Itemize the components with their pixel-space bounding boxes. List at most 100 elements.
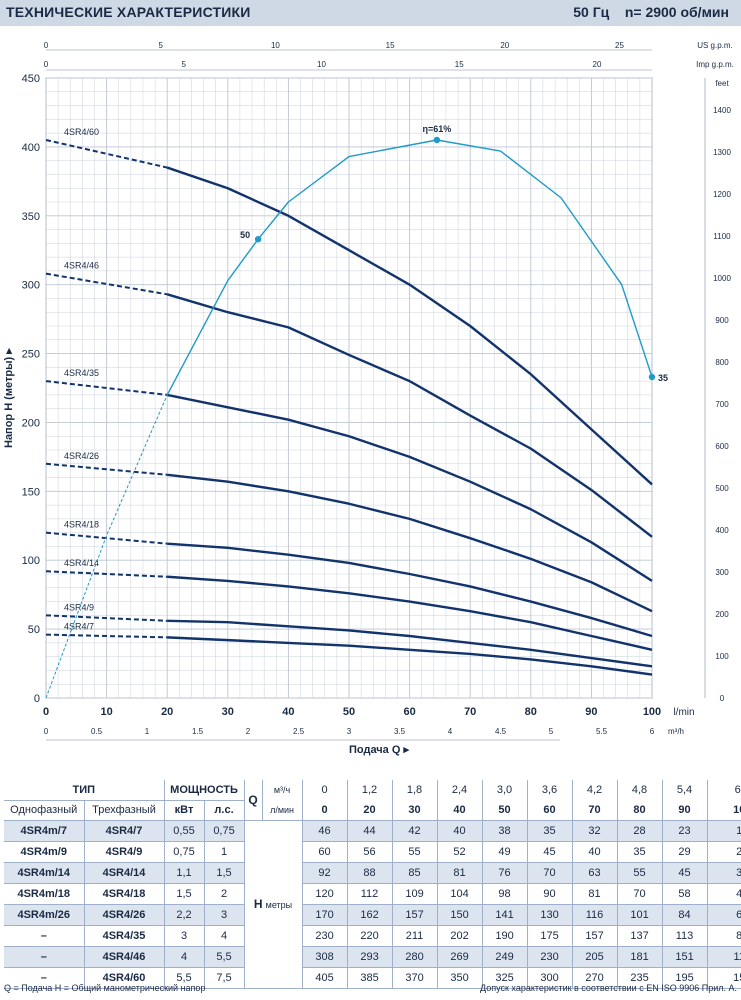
head-value-cell: 151 xyxy=(662,946,708,968)
q-lmin-cell: 40 xyxy=(437,800,483,821)
head-value-cell: 141 xyxy=(482,904,528,926)
three-phase-model: 4SR4/60 xyxy=(84,967,165,989)
power-hp: 7,5 xyxy=(204,967,245,989)
pump-curve xyxy=(166,293,653,538)
feet-tick-label: 200 xyxy=(715,610,729,619)
m3h-tick-label: 1.5 xyxy=(192,727,204,736)
head-value-cell: 81 xyxy=(572,883,618,905)
x-tick-label: 60 xyxy=(403,706,415,718)
pump-curve xyxy=(167,575,653,651)
pump-curve-label: 4SR4/7 xyxy=(64,622,94,632)
head-value-cell: 109 xyxy=(392,883,438,905)
q-lmin-cell: 20 xyxy=(347,800,393,821)
feet-tick-label: 1300 xyxy=(713,148,731,157)
table-row: –4SR4/46 4 5,5 308 293 280 269 249 230 205 181 151 1… xyxy=(4,946,741,968)
q-m3h-cell: 3,0 xyxy=(482,780,528,800)
head-value-cell: 35 xyxy=(527,820,573,842)
us-gpm-tick-label: 25 xyxy=(615,41,624,50)
q-m3h-cell: 4,2 xyxy=(572,780,618,800)
table-row: 4SR4m/7 4SR4/7 0,55 0,75 H метры 46 44 42 40 38 35… xyxy=(4,820,741,989)
pump-curve-dashed xyxy=(45,614,168,622)
footer-tolerance: Допуск характеристик в соответствии с EN… xyxy=(480,983,737,993)
head-value-cell: 235 xyxy=(617,967,663,989)
head-value-cell: 40 xyxy=(437,820,483,842)
y-tick-label: 50 xyxy=(28,624,40,636)
feet-tick-label: 900 xyxy=(715,316,729,325)
pump-curve-label: 4SR4/14 xyxy=(64,558,99,568)
head-value-cell: 45 xyxy=(527,841,573,863)
q-lmin-cell: 50 xyxy=(482,800,528,821)
efficiency-point-label: 50 xyxy=(240,230,250,240)
head-value-cell: 56 xyxy=(347,841,393,863)
y-tick-label: 300 xyxy=(22,280,40,292)
three-phase-model: 4SR4/14 xyxy=(84,862,165,884)
x-tick-label: 70 xyxy=(464,706,476,718)
head-value-cell: 155 xyxy=(707,967,741,989)
power-kw: 1,1 xyxy=(164,862,205,884)
head-value-cell: 113 xyxy=(662,925,708,947)
table-row: –4SR4/60 5,5 7,5 405 385 370 350 325 300 270 235 19… xyxy=(4,967,741,989)
q-lmin-cell: 70 xyxy=(572,800,618,821)
pump-curve-label: 4SR4/60 xyxy=(64,127,99,137)
hp-header: л.с. xyxy=(204,800,245,821)
head-value-cell: 220 xyxy=(347,925,393,947)
pump-curve-dashed xyxy=(45,570,168,578)
head-value-cell: 230 xyxy=(302,925,348,947)
head-value-cell: 162 xyxy=(347,904,393,926)
pump-curve-dashed xyxy=(45,462,168,476)
head-value-cell: 98 xyxy=(482,883,528,905)
pump-curve-dashed xyxy=(45,633,168,639)
feet-tick-label: 0 xyxy=(720,694,725,703)
header-bar: ТЕХНИЧЕСКИЕ ХАРАКТЕРИСТИКИ 50 Гц n= 2900… xyxy=(0,0,741,26)
feet-tick-label: 800 xyxy=(715,358,729,367)
x-tick-label: 80 xyxy=(525,706,537,718)
single-phase-model: – xyxy=(4,946,85,968)
efficiency-curve-dashed xyxy=(45,394,168,699)
power-hp: 2 xyxy=(204,883,245,905)
single-phase-model: 4SR4m/9 xyxy=(4,841,85,863)
q-letter: Q xyxy=(244,780,263,821)
head-value-cell: 35 xyxy=(617,841,663,863)
power-hp: 1,5 xyxy=(204,862,245,884)
head-value-cell: 269 xyxy=(437,946,483,968)
head-value-cell: 280 xyxy=(392,946,438,968)
q-lmin-cell: 0 xyxy=(302,800,348,821)
m3h-tick-label: 5.5 xyxy=(596,727,608,736)
q-m3h-cell: 1,8 xyxy=(392,780,438,800)
pump-curve xyxy=(166,166,653,486)
head-value-cell: 42 xyxy=(392,820,438,842)
head-value-cell: 44 xyxy=(347,820,393,842)
head-value-cell: 52 xyxy=(437,841,483,863)
feet-tick-label: 1400 xyxy=(713,106,731,115)
y-tick-label: 250 xyxy=(22,349,40,361)
q-lmin-cell: 30 xyxy=(392,800,438,821)
efficiency-curve-group: 50 η=61% 35 xyxy=(45,124,668,699)
type-header: ТИП xyxy=(4,780,165,801)
head-value-cell: 92 xyxy=(302,862,348,884)
y-axis-title: Напор H (метры) ▸ xyxy=(3,348,15,448)
y-tick-label: 350 xyxy=(22,211,40,223)
efficiency-curve xyxy=(166,139,653,396)
single-phase-model: 4SR4m/14 xyxy=(4,862,85,884)
power-kw: 3 xyxy=(164,925,205,947)
head-value-cell: 90 xyxy=(527,883,573,905)
head-value-cell: 120 xyxy=(302,883,348,905)
efficiency-point xyxy=(648,373,656,381)
feet-tick-label: 1000 xyxy=(713,274,731,283)
head-value-cell: 350 xyxy=(437,967,483,989)
pump-curve-label: 4SR4/26 xyxy=(64,451,99,461)
m3h-tick-label: 5 xyxy=(549,727,554,736)
chart-curves: 4SR4/60 4SR4/46 4SR4/35 4SR4/26 4SR4/18 4SR4/… xyxy=(45,127,653,676)
three-phase-model: 4SR4/9 xyxy=(84,841,165,863)
x-unit-lmin: l/min xyxy=(673,707,694,718)
q-lmin-cell: 60 xyxy=(527,800,573,821)
feet-tick-label: 600 xyxy=(715,442,729,451)
power-hp: 5,5 xyxy=(204,946,245,968)
head-value-cell: 28 xyxy=(617,820,663,842)
x-unit-m3h: m³/h xyxy=(668,727,684,736)
q-unit-m3h: м³/ч xyxy=(262,780,303,800)
